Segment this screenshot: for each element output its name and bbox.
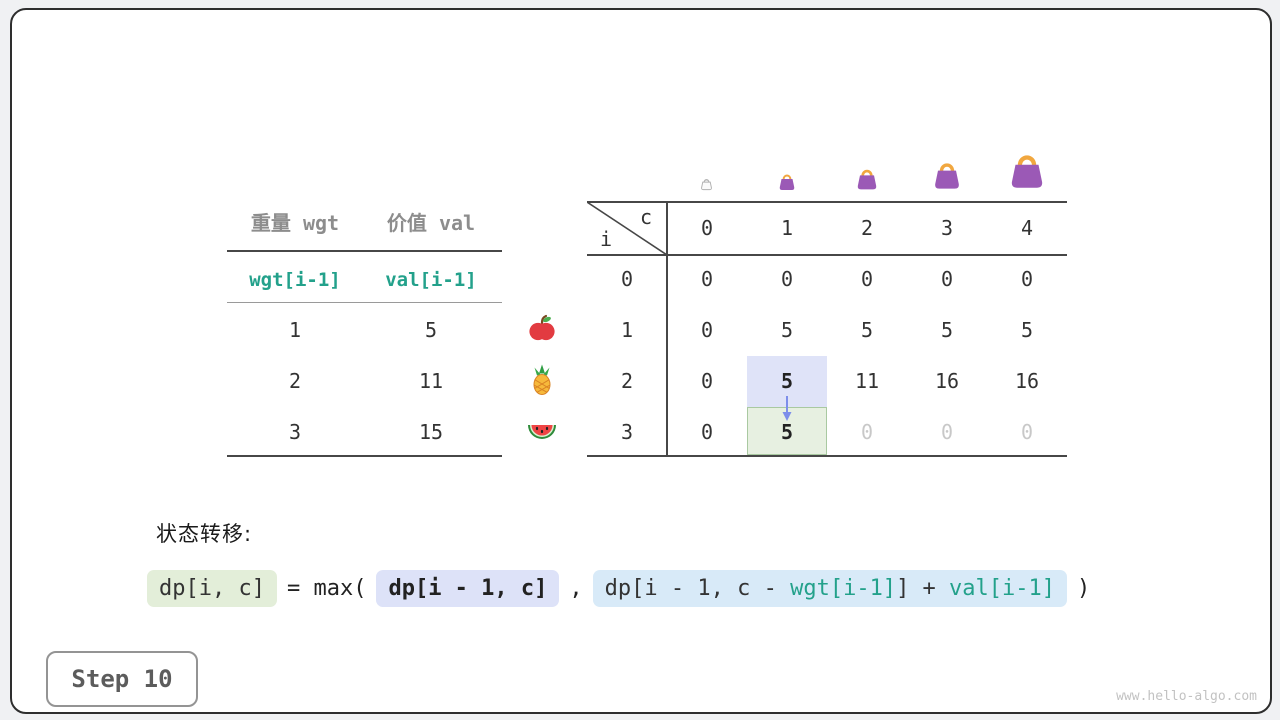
dp-col-header-0: 0 <box>700 216 714 240</box>
dp-cell-3-3: 0 <box>940 420 954 444</box>
dp-col-header-1: 1 <box>780 216 794 240</box>
bag-icon-capacity-3 <box>935 163 959 189</box>
dp-cell-0-4: 0 <box>1020 267 1034 291</box>
dp-corner-diagonal <box>587 201 667 256</box>
dp-table-header-divider <box>587 254 1067 256</box>
watermelon-icon <box>528 425 556 439</box>
formula-close-paren: ) <box>1077 576 1091 601</box>
dp-cell-3-4: 0 <box>1020 420 1034 444</box>
dp-col-header-3: 3 <box>940 216 954 240</box>
dp-cell-1-0: 0 <box>700 318 714 342</box>
dp-table-top-border <box>587 201 1067 203</box>
bag-icon-capacity-1 <box>779 174 795 190</box>
dp-cell-2-0: 0 <box>700 369 714 393</box>
formula-equals-max: = max( <box>286 576 367 601</box>
dp-cell-3-2: 0 <box>860 420 874 444</box>
transition-formula: dp[i, c] = max( dp[i - 1, c] , dp[i - 1,… <box>147 570 1090 607</box>
dp-col-header-2: 2 <box>860 216 874 240</box>
dp-cell-0-2: 0 <box>860 267 874 291</box>
formula-arg2-chip: dp[i - 1, c - wgt[i-1]] + val[i-1] <box>592 570 1068 607</box>
transition-arrow-icon <box>782 396 792 421</box>
dp-cell-1-3: 5 <box>940 318 954 342</box>
dp-row-header-0: 0 <box>620 267 634 291</box>
dp-cell-1-4: 5 <box>1020 318 1034 342</box>
dp-cell-1-2: 5 <box>860 318 874 342</box>
bag-icon-capacity-0 <box>701 179 712 191</box>
watermark: www.hello-algo.com <box>1116 689 1257 704</box>
formula-arg2-mid: ] + <box>896 576 950 601</box>
dp-table-row-header-divider <box>666 201 668 457</box>
formula-lhs-chip: dp[i, c] <box>147 570 277 607</box>
formula-section-label: 状态转移: <box>156 522 253 546</box>
dp-row-header-3: 3 <box>620 420 634 444</box>
step-badge: Step 10 <box>46 651 198 707</box>
dp-cell-0-3: 0 <box>940 267 954 291</box>
dp-cell-0-1: 0 <box>780 267 794 291</box>
formula-arg1-chip: dp[i - 1, c] <box>376 570 560 607</box>
dp-corner-row-label: i <box>599 227 613 251</box>
pineapple-icon <box>533 364 551 395</box>
item3-value: 15 <box>418 420 444 444</box>
formula-comma: , <box>569 576 583 601</box>
val-var-label: val[i-1] <box>385 269 477 291</box>
formula-arg2-prefix: dp[i - 1, c - <box>604 576 791 601</box>
dp-corner-col-label: c <box>639 205 653 229</box>
weights-table-bottom-border <box>227 455 502 457</box>
dp-cell-3-0: 0 <box>700 420 714 444</box>
dp-table-bottom-border <box>587 455 1067 457</box>
step-badge-label: Step 10 <box>71 665 173 693</box>
dp-cell-2-4: 16 <box>1014 369 1040 393</box>
dp-cell-2-2: 11 <box>854 369 880 393</box>
item2-value: 11 <box>418 369 444 393</box>
dp-cell-0-0: 0 <box>700 267 714 291</box>
figure-card: 重量 wgt 价值 val wgt[i-1] val[i-1] 1 5 2 11… <box>10 8 1272 714</box>
values-col-header: 价值 val <box>386 210 476 235</box>
item3-weight: 3 <box>288 420 302 444</box>
bag-icon-capacity-2 <box>857 169 877 190</box>
bag-icon-capacity-4 <box>1011 155 1043 188</box>
wgt-var-label: wgt[i-1] <box>249 269 341 291</box>
dp-col-header-4: 4 <box>1020 216 1034 240</box>
weights-table-var-divider <box>227 302 502 303</box>
apple-icon <box>529 314 555 341</box>
weights-table-header-divider <box>227 250 502 252</box>
weights-col-header: 重量 wgt <box>250 210 340 235</box>
formula-arg2-wgt: wgt[i-1] <box>790 576 897 601</box>
dp-row-header-2: 2 <box>620 369 634 393</box>
dp-cell-1-1: 5 <box>780 318 794 342</box>
dp-row-header-1: 1 <box>620 318 634 342</box>
formula-arg2-val: val[i-1] <box>949 576 1056 601</box>
item2-weight: 2 <box>288 369 302 393</box>
item1-value: 5 <box>424 318 438 342</box>
dp-cell-2-1: 5 <box>780 369 794 393</box>
dp-cell-3-1: 5 <box>780 420 794 444</box>
dp-cell-2-3: 16 <box>934 369 960 393</box>
item1-weight: 1 <box>288 318 302 342</box>
